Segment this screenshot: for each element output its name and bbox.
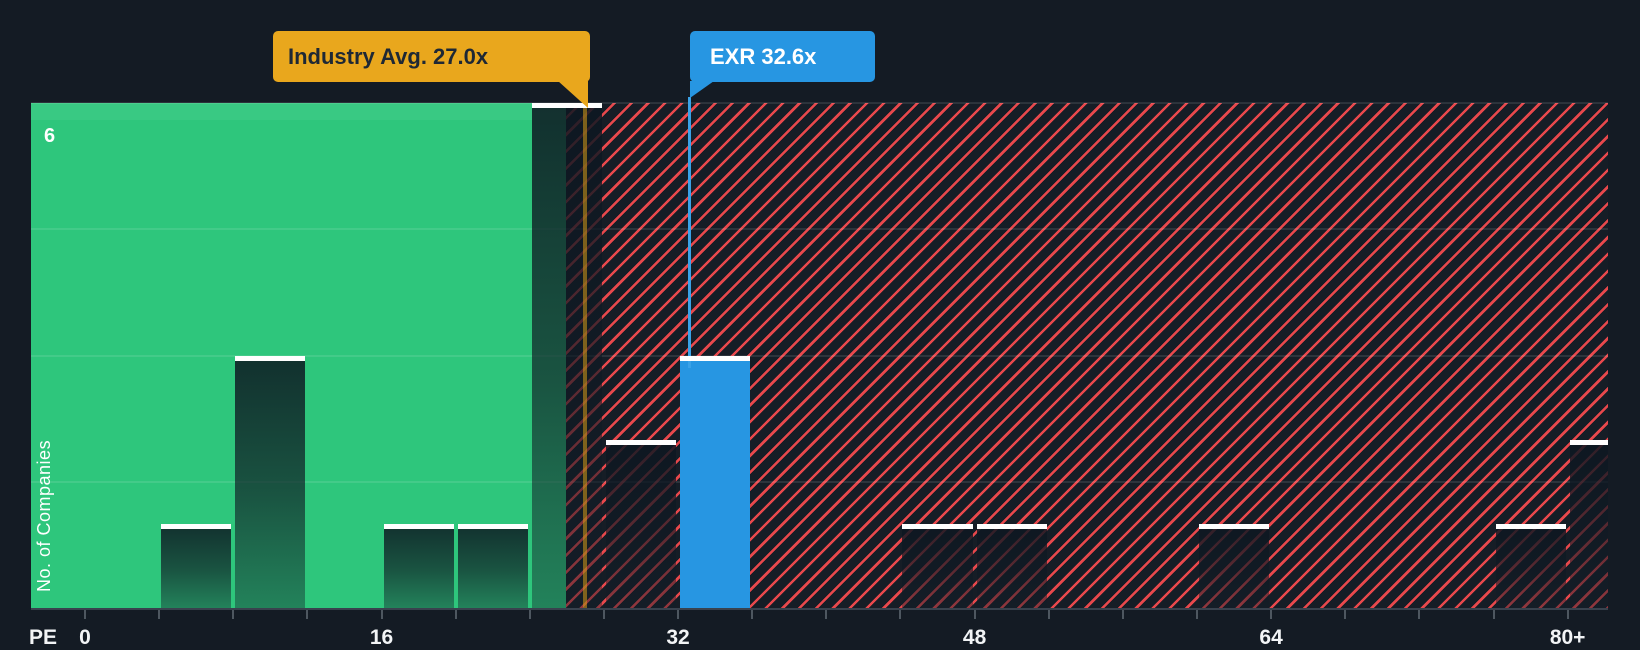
below-average-region [31,103,566,608]
exr-tooltip-label: EXR 32.6x [710,44,817,69]
x-axis-tick [528,610,531,619]
industry-average-tooltip-label: Industry Avg. 27.0x [288,44,489,69]
x-tick-label-48: 48 [962,626,987,649]
green-region-top-band [31,103,566,120]
x-axis-tick [454,610,457,619]
x-axis-tick [380,610,383,619]
x-axis-tick [1047,610,1050,619]
exr-marker-line [688,97,691,368]
x-axis-tick [825,610,828,619]
y-axis-title: No. of Companies [34,439,54,592]
x-tick-label-0: 0 [79,626,91,649]
x-axis-tick [899,610,902,619]
x-axis-tick [1418,610,1421,619]
x-axis-tick [1195,610,1198,619]
x-axis-tick [751,610,754,619]
x-axis-title: PE [29,626,58,649]
plot-area [31,97,1608,619]
x-axis-tick [677,610,680,619]
industry-average-tooltip: Industry Avg. 27.0x [273,31,590,82]
x-axis-tick [602,610,605,619]
x-axis-line [31,608,1608,610]
x-tick-label-16: 16 [369,626,394,649]
x-axis-tick [1566,610,1569,619]
industry-average-line [583,103,587,608]
above-average-region [566,103,1608,608]
x-axis-tick [973,610,976,619]
exr-tooltip: EXR 32.6x [690,31,875,82]
x-axis-tick [84,610,86,619]
y-axis-max-label: 6 [44,125,56,147]
x-axis-tick [1492,610,1495,619]
x-axis-tick [1344,610,1347,619]
x-axis-tick [306,610,309,619]
x-axis-tick [1270,610,1273,619]
x-tick-label-80plus: 80+ [1549,626,1586,649]
x-axis-tick [158,610,161,619]
x-tick-label-64: 64 [1259,626,1283,649]
exr-tooltip-pointer-icon [690,81,714,98]
x-tick-label-32: 32 [666,626,690,649]
x-axis-tick [1121,610,1124,619]
x-axis-tick [232,610,235,619]
